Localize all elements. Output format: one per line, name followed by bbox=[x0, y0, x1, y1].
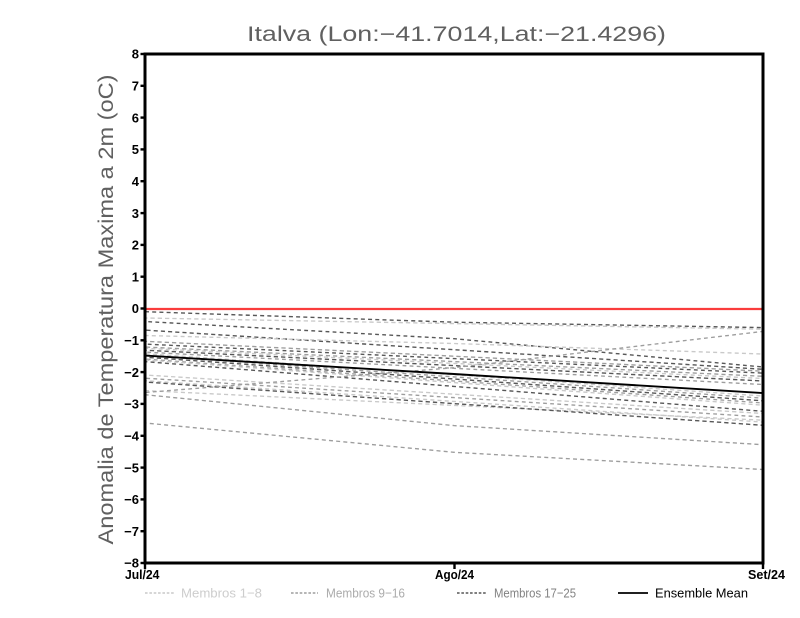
svg-text:−7: −7 bbox=[124, 524, 139, 539]
svg-text:Ensemble Mean: Ensemble Mean bbox=[655, 586, 748, 601]
svg-text:Ago/24: Ago/24 bbox=[435, 567, 475, 582]
svg-text:Jul/24: Jul/24 bbox=[125, 567, 160, 582]
svg-text:Italva (Lon:−41.7014,Lat:−21.4: Italva (Lon:−41.7014,Lat:−21.4296) bbox=[247, 23, 666, 46]
svg-text:Membros 17−25: Membros 17−25 bbox=[494, 586, 576, 601]
svg-text:−1: −1 bbox=[124, 333, 139, 348]
svg-text:−5: −5 bbox=[124, 460, 139, 475]
svg-text:5: 5 bbox=[132, 142, 139, 157]
svg-text:3: 3 bbox=[132, 206, 139, 221]
svg-text:Anomalia de Temperatura Maxima: Anomalia de Temperatura Maxima a 2m (oC) bbox=[95, 75, 118, 545]
svg-text:Membros 9−16: Membros 9−16 bbox=[326, 586, 405, 601]
svg-text:Membros 1−8: Membros 1−8 bbox=[181, 586, 262, 601]
svg-text:−3: −3 bbox=[124, 397, 139, 412]
svg-text:7: 7 bbox=[132, 79, 139, 94]
svg-text:−6: −6 bbox=[124, 492, 139, 507]
svg-text:2: 2 bbox=[132, 238, 139, 253]
svg-text:4: 4 bbox=[132, 174, 140, 189]
svg-text:1: 1 bbox=[132, 269, 139, 284]
svg-text:−4: −4 bbox=[124, 428, 140, 443]
svg-text:8: 8 bbox=[132, 47, 139, 62]
svg-text:−2: −2 bbox=[124, 365, 139, 380]
svg-text:6: 6 bbox=[132, 110, 139, 125]
svg-text:0: 0 bbox=[132, 301, 139, 316]
svg-text:−8: −8 bbox=[124, 556, 139, 571]
svg-text:Set/24: Set/24 bbox=[748, 567, 786, 582]
